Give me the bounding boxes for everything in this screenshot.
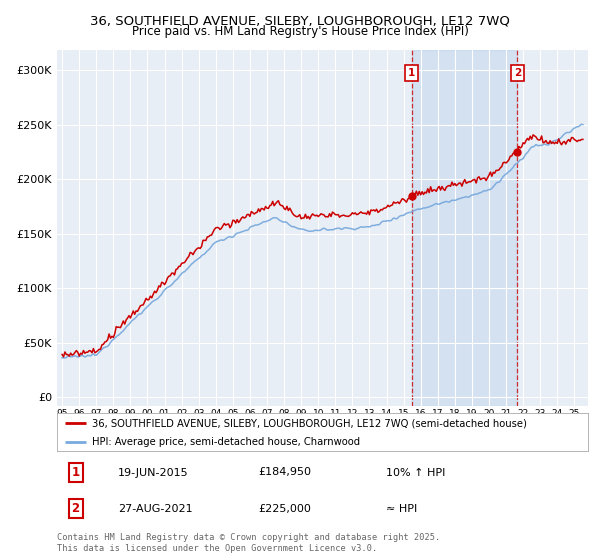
Text: 1: 1 [71, 466, 80, 479]
Text: ≈ HPI: ≈ HPI [386, 504, 418, 514]
Text: £184,950: £184,950 [259, 468, 312, 478]
Text: 36, SOUTHFIELD AVENUE, SILEBY, LOUGHBOROUGH, LE12 7WQ: 36, SOUTHFIELD AVENUE, SILEBY, LOUGHBORO… [90, 15, 510, 27]
Text: Price paid vs. HM Land Registry's House Price Index (HPI): Price paid vs. HM Land Registry's House … [131, 25, 469, 38]
Text: HPI: Average price, semi-detached house, Charnwood: HPI: Average price, semi-detached house,… [92, 437, 359, 447]
Text: 1: 1 [408, 68, 415, 78]
Text: 2: 2 [71, 502, 80, 515]
Text: Contains HM Land Registry data © Crown copyright and database right 2025.
This d: Contains HM Land Registry data © Crown c… [57, 533, 440, 553]
Text: 2: 2 [514, 68, 521, 78]
Text: 27-AUG-2021: 27-AUG-2021 [118, 504, 193, 514]
Bar [412, 50, 517, 406]
Text: 19-JUN-2015: 19-JUN-2015 [118, 468, 188, 478]
Text: 36, SOUTHFIELD AVENUE, SILEBY, LOUGHBOROUGH, LE12 7WQ (semi-detached house): 36, SOUTHFIELD AVENUE, SILEBY, LOUGHBORO… [92, 418, 526, 428]
Text: 10% ↑ HPI: 10% ↑ HPI [386, 468, 446, 478]
Text: £225,000: £225,000 [259, 504, 311, 514]
